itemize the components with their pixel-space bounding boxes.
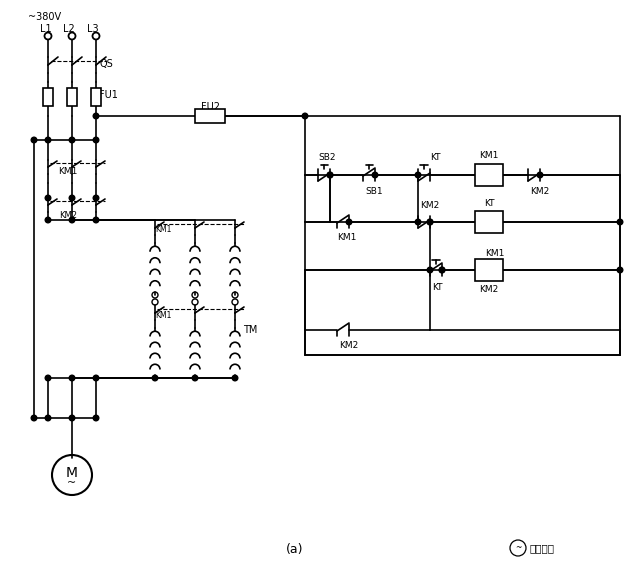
Circle shape — [93, 195, 99, 201]
Circle shape — [93, 137, 99, 143]
Text: KM2: KM2 — [530, 186, 549, 196]
Text: ~380V: ~380V — [28, 12, 61, 22]
Bar — [475, 211, 503, 233]
Circle shape — [69, 375, 75, 381]
Circle shape — [537, 172, 543, 178]
Circle shape — [302, 113, 308, 119]
Text: M: M — [66, 466, 78, 480]
Text: QS: QS — [100, 59, 114, 69]
Text: KT: KT — [484, 198, 494, 208]
Bar — [195, 109, 225, 123]
Circle shape — [93, 113, 99, 119]
Bar — [475, 164, 503, 186]
Text: KM1: KM1 — [155, 310, 172, 320]
Text: L2: L2 — [63, 24, 75, 34]
Circle shape — [69, 415, 75, 421]
Circle shape — [31, 137, 36, 143]
Circle shape — [31, 415, 36, 421]
Circle shape — [439, 267, 445, 273]
Bar — [67, 88, 77, 106]
Text: KT: KT — [430, 153, 440, 163]
Text: SB2: SB2 — [318, 153, 335, 163]
Circle shape — [617, 267, 623, 273]
Text: KM1: KM1 — [479, 152, 499, 160]
Circle shape — [346, 219, 352, 225]
Circle shape — [372, 172, 378, 178]
Text: KM1: KM1 — [337, 234, 356, 242]
Text: TM: TM — [243, 325, 257, 335]
Text: KM1: KM1 — [485, 249, 504, 257]
Circle shape — [69, 195, 75, 201]
Text: KM1: KM1 — [58, 167, 77, 177]
Circle shape — [45, 137, 51, 143]
Circle shape — [439, 267, 445, 273]
Bar — [43, 88, 53, 106]
Bar — [91, 88, 101, 106]
Text: KM1: KM1 — [155, 226, 172, 234]
Text: KM2: KM2 — [479, 284, 499, 294]
Text: KT: KT — [432, 283, 442, 291]
Text: FU1: FU1 — [99, 90, 118, 100]
Text: L1: L1 — [40, 24, 52, 34]
Text: KM2: KM2 — [420, 200, 439, 209]
Circle shape — [152, 375, 158, 381]
Text: ~: ~ — [515, 544, 521, 553]
Circle shape — [327, 172, 333, 178]
Circle shape — [428, 219, 433, 225]
Circle shape — [232, 375, 238, 381]
Circle shape — [69, 217, 75, 223]
Text: 电工技术: 电工技术 — [530, 543, 555, 553]
Text: KM2: KM2 — [339, 342, 358, 350]
Text: SB1: SB1 — [365, 186, 383, 196]
Circle shape — [45, 375, 51, 381]
Circle shape — [428, 219, 433, 225]
Circle shape — [45, 217, 51, 223]
Circle shape — [93, 217, 99, 223]
Text: L3: L3 — [87, 24, 99, 34]
Text: KM2: KM2 — [59, 211, 77, 219]
Circle shape — [93, 375, 99, 381]
Circle shape — [69, 137, 75, 143]
Text: ~: ~ — [67, 478, 77, 488]
Circle shape — [617, 219, 623, 225]
Circle shape — [327, 172, 333, 178]
Circle shape — [192, 375, 198, 381]
Circle shape — [415, 219, 421, 225]
Circle shape — [428, 267, 433, 273]
Circle shape — [415, 172, 421, 178]
Text: (a): (a) — [286, 544, 304, 556]
Circle shape — [45, 195, 51, 201]
Circle shape — [93, 415, 99, 421]
Bar — [475, 259, 503, 281]
Circle shape — [45, 415, 51, 421]
Text: FU2: FU2 — [200, 102, 220, 112]
